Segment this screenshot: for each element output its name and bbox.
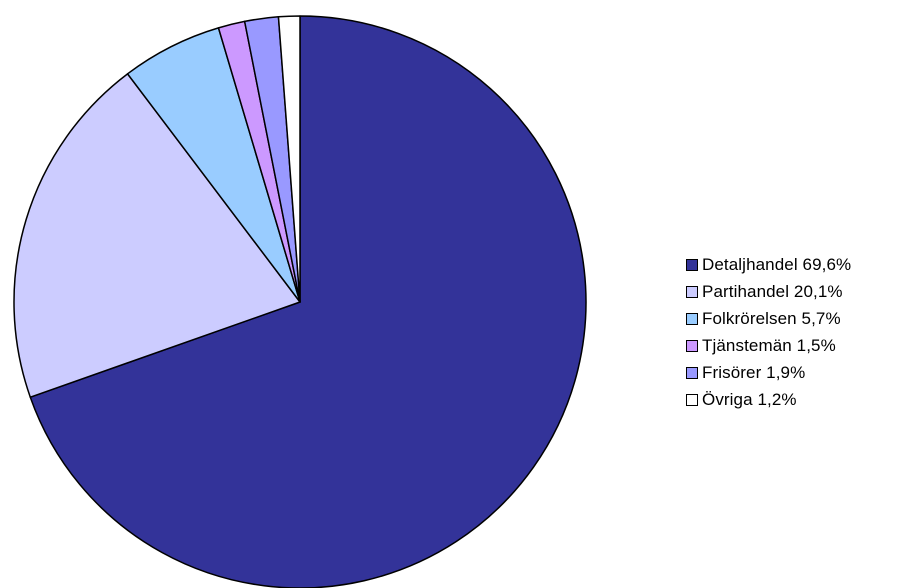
legend-label-detaljhandel: Detaljhandel 69,6% bbox=[702, 254, 852, 274]
legend-label-folkrorelsen: Folkrörelsen 5,7% bbox=[702, 308, 841, 328]
legend-swatch-tjansteman bbox=[686, 339, 698, 352]
legend: Detaljhandel 69,6% Partihandel 20,1% Folkr… bbox=[686, 251, 851, 413]
legend-swatch-detaljhandel bbox=[686, 258, 698, 271]
legend-label-ovriga: Övriga 1,2% bbox=[702, 389, 797, 409]
legend-swatch-partihandel bbox=[686, 285, 698, 298]
legend-item-detaljhandel: Detaljhandel 69,6% bbox=[686, 251, 851, 278]
legend-item-tjansteman: Tjänstemän 1,5% bbox=[686, 332, 851, 359]
pie-slice-ovriga bbox=[277, 15, 301, 303]
legend-item-ovriga: Övriga 1,2% bbox=[686, 386, 851, 413]
legend-swatch-ovriga bbox=[686, 393, 698, 406]
legend-swatch-folkrorelsen bbox=[686, 312, 698, 325]
legend-item-frisorer: Frisörer 1,9% bbox=[686, 359, 851, 386]
pie-slice-partihandel bbox=[13, 73, 301, 398]
legend-item-folkrorelsen: Folkrörelsen 5,7% bbox=[686, 305, 851, 332]
legend-swatch-frisorer bbox=[686, 366, 698, 379]
pie-slice-detaljhandel bbox=[29, 15, 587, 588]
legend-label-frisorer: Frisörer 1,9% bbox=[702, 362, 806, 382]
legend-label-partihandel: Partihandel 20,1% bbox=[702, 281, 843, 301]
legend-item-partihandel: Partihandel 20,1% bbox=[686, 278, 851, 305]
legend-label-tjansteman: Tjänstemän 1,5% bbox=[702, 335, 836, 355]
